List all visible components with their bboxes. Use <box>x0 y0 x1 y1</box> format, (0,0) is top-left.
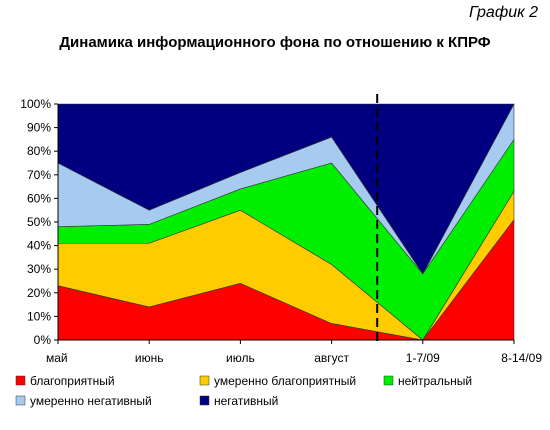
x-tick-label: 8-14/09 <box>501 351 542 365</box>
legend-swatch <box>383 375 394 386</box>
area-layer <box>57 103 515 341</box>
y-tick-label: 70% <box>27 168 51 182</box>
legend-swatch <box>15 375 26 386</box>
chart-title: Динамика информационного фона по отношен… <box>59 34 491 51</box>
axes-layer: 0% 10% 20% 30% 40% 50% 60% 70% 80% 90% 100% май июнь… <box>20 94 542 365</box>
y-tick-label: 60% <box>27 191 51 205</box>
y-tick-label: 10% <box>27 309 51 323</box>
y-tick-label: 0% <box>34 333 52 347</box>
area-series-5 <box>57 103 515 275</box>
legend-label: негативный <box>214 394 278 408</box>
y-tick-label: 50% <box>27 215 51 229</box>
y-tick-label: 20% <box>27 286 51 300</box>
y-tick-label: 40% <box>27 239 51 253</box>
legend-label: благоприятный <box>30 374 115 388</box>
legend-swatch <box>199 395 210 406</box>
legend-swatch <box>199 375 210 386</box>
y-tick-label: 80% <box>27 144 51 158</box>
x-tick-label: май <box>46 351 68 365</box>
x-tick-label: 1-7/09 <box>406 351 440 365</box>
x-tick-label: август <box>314 351 349 365</box>
legend-label: нейтральный <box>398 374 472 388</box>
y-tick-label: 90% <box>27 121 51 135</box>
legend-swatch <box>15 395 26 406</box>
legend: благоприятный умеренно благоприятный нейтр… <box>15 374 472 408</box>
figure-label: График 2 <box>469 4 538 21</box>
legend-label: умеренно благоприятный <box>214 374 356 388</box>
legend-label: умеренно негативный <box>30 394 152 408</box>
x-tick-label: июль <box>226 351 255 365</box>
y-tick-label: 30% <box>27 262 51 276</box>
x-tick-label: июнь <box>135 351 164 365</box>
y-tick-label: 100% <box>20 97 51 111</box>
